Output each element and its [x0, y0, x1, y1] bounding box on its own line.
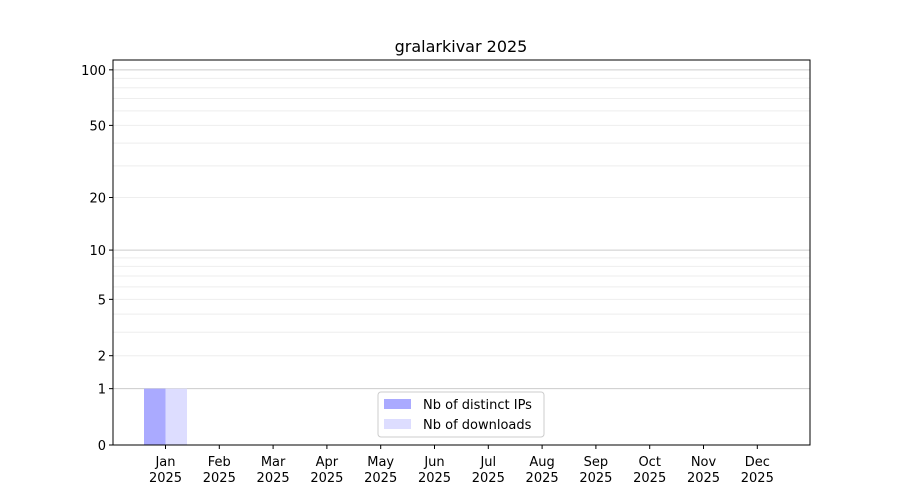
x-tick-label-year: 2025	[579, 471, 612, 486]
x-tick-label-year: 2025	[149, 471, 182, 486]
x-tick-label-year: 2025	[687, 471, 720, 486]
x-tick-label-month: Dec	[745, 455, 770, 470]
legend-label: Nb of downloads	[423, 418, 532, 433]
bar-downloads	[165, 388, 187, 445]
chart-title: gralarkivar 2025	[395, 37, 528, 56]
x-tick-label-month: Mar	[261, 455, 286, 470]
legend-box	[377, 391, 545, 438]
legend-label: Nb of distinct IPs	[423, 398, 532, 413]
y-tick-label: 1	[98, 383, 106, 398]
bars	[144, 388, 187, 445]
x-tick-label-month: Oct	[638, 455, 660, 470]
x-tick-label-month: Jul	[479, 455, 496, 470]
legend: Nb of distinct IPs Nb of downloads	[377, 391, 545, 438]
plot-frame	[112, 59, 811, 446]
x-tick-label-year: 2025	[257, 471, 290, 486]
legend-swatch	[384, 419, 411, 429]
x-tick-label-month: Feb	[208, 455, 231, 470]
y-tick-label: 20	[89, 192, 106, 207]
x-axis: Jan2025Feb2025Mar2025Apr2025May2025Jun20…	[149, 445, 774, 486]
x-tick-label-year: 2025	[472, 471, 505, 486]
x-tick-label-month: Jun	[423, 455, 444, 470]
x-tick-label-month: Aug	[529, 455, 554, 470]
y-tick-label: 100	[81, 64, 106, 79]
x-tick-label-month: Apr	[316, 455, 339, 470]
y-tick-label: 50	[89, 119, 106, 134]
x-tick-label-year: 2025	[364, 471, 397, 486]
x-tick-label-year: 2025	[418, 471, 451, 486]
y-tick-label: 5	[98, 293, 106, 308]
y-tick-label: 0	[98, 439, 106, 454]
y-tick-label: 10	[89, 244, 106, 259]
x-tick-label-month: Jan	[154, 455, 175, 470]
y-axis: 0 1 2 5 10 20 50 100	[81, 64, 113, 454]
x-tick-label-year: 2025	[741, 471, 774, 486]
y-tick-label: 2	[98, 350, 106, 365]
grid	[113, 69, 810, 390]
bar-distinct-ips	[144, 388, 166, 445]
x-tick-label-year: 2025	[310, 471, 343, 486]
x-tick-label-month: Nov	[691, 455, 717, 470]
x-tick-label-month: Sep	[584, 455, 609, 470]
x-tick-label-month: May	[367, 455, 394, 470]
legend-swatch	[384, 399, 411, 409]
x-tick-label-year: 2025	[203, 471, 236, 486]
x-tick-label-year: 2025	[633, 471, 666, 486]
x-tick-label-year: 2025	[526, 471, 559, 486]
